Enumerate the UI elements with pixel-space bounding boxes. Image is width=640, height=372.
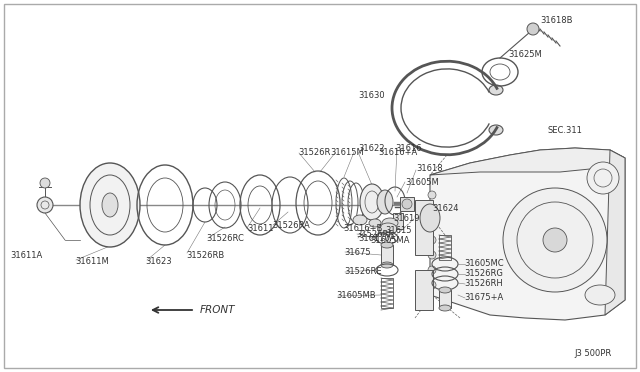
Text: 31618B: 31618B [540, 16, 573, 25]
Bar [400, 197, 414, 211]
Text: 31616: 31616 [395, 144, 422, 153]
Ellipse shape [489, 85, 503, 95]
Ellipse shape [382, 218, 398, 228]
Text: 31630: 31630 [358, 90, 385, 99]
Ellipse shape [585, 285, 615, 305]
Ellipse shape [80, 163, 140, 247]
Text: 31625M: 31625M [508, 49, 541, 58]
Polygon shape [605, 150, 625, 315]
Bar [393, 213, 403, 229]
Circle shape [428, 206, 436, 214]
Text: 31605MA: 31605MA [370, 235, 410, 244]
Ellipse shape [402, 199, 412, 209]
Text: 31616+A: 31616+A [378, 148, 417, 157]
Text: 31605MB: 31605MB [336, 292, 376, 301]
Ellipse shape [379, 223, 397, 235]
Ellipse shape [381, 262, 393, 268]
Ellipse shape [489, 125, 503, 135]
Text: 31623: 31623 [145, 257, 172, 266]
Ellipse shape [360, 184, 384, 220]
Text: 31526RE: 31526RE [344, 267, 381, 276]
Text: 31526RH: 31526RH [464, 279, 503, 289]
Text: SEC.311: SEC.311 [548, 125, 583, 135]
Ellipse shape [381, 242, 393, 248]
Text: 31526RA: 31526RA [272, 221, 310, 230]
Text: 31611: 31611 [247, 224, 273, 232]
Text: FRONT: FRONT [200, 305, 236, 315]
Circle shape [587, 162, 619, 194]
Text: 31526R: 31526R [298, 148, 330, 157]
Ellipse shape [353, 215, 367, 225]
Text: 31619: 31619 [393, 214, 419, 222]
Ellipse shape [439, 305, 451, 311]
Ellipse shape [377, 190, 393, 214]
Circle shape [503, 188, 607, 292]
Text: 31618: 31618 [416, 164, 443, 173]
Bar [381, 278, 393, 308]
Ellipse shape [420, 204, 440, 232]
Text: J3 500PR: J3 500PR [574, 350, 611, 359]
Text: 31616+B: 31616+B [343, 224, 382, 232]
Text: 31622: 31622 [358, 144, 385, 153]
Text: 31526RC: 31526RC [206, 234, 244, 243]
Circle shape [40, 178, 50, 188]
Circle shape [428, 281, 436, 289]
Circle shape [428, 236, 436, 244]
Circle shape [428, 266, 436, 274]
Text: 31526RG: 31526RG [464, 269, 503, 279]
Text: 31675: 31675 [344, 247, 371, 257]
Bar [439, 290, 451, 308]
Ellipse shape [369, 219, 381, 227]
Text: 31605MC: 31605MC [464, 260, 504, 269]
Text: 316110A: 316110A [358, 234, 396, 243]
Text: 31605M: 31605M [405, 177, 439, 186]
Circle shape [527, 23, 539, 35]
Polygon shape [430, 148, 625, 320]
Text: 31526RB: 31526RB [186, 250, 224, 260]
Text: 31615M: 31615M [330, 148, 364, 157]
Bar [439, 235, 451, 260]
Text: 31675+A: 31675+A [464, 294, 503, 302]
Bar [415, 270, 433, 310]
Text: 31611A: 31611A [10, 250, 42, 260]
Ellipse shape [439, 287, 451, 293]
Ellipse shape [102, 193, 118, 217]
Circle shape [428, 221, 436, 229]
Text: 31526RF: 31526RF [356, 230, 393, 238]
Circle shape [428, 251, 436, 259]
Circle shape [543, 228, 567, 252]
Circle shape [37, 197, 53, 213]
Bar [415, 200, 433, 255]
Text: 31615: 31615 [385, 225, 412, 234]
Text: 31611M: 31611M [75, 257, 109, 266]
Polygon shape [430, 148, 625, 175]
Text: 31624: 31624 [432, 203, 458, 212]
Circle shape [428, 191, 436, 199]
Bar [381, 245, 393, 265]
